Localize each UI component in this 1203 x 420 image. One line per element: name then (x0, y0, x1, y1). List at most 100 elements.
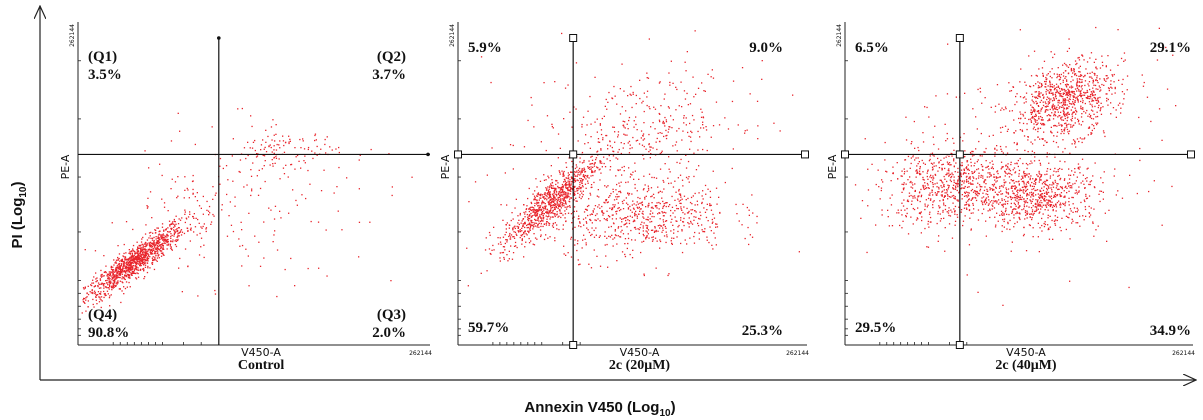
data-point (234, 205, 236, 207)
data-point (715, 187, 718, 189)
data-point (149, 251, 151, 253)
data-point (547, 237, 549, 239)
data-point (658, 119, 661, 121)
data-point (528, 215, 531, 217)
data-point (1090, 180, 1093, 182)
data-point (272, 119, 274, 121)
data-point (170, 188, 172, 190)
data-point (564, 184, 566, 187)
data-point (652, 122, 654, 124)
data-point (116, 276, 118, 279)
data-point (692, 195, 694, 197)
data-point (523, 223, 525, 225)
data-point (987, 196, 989, 198)
data-point (1028, 194, 1030, 196)
data-point (1030, 202, 1032, 204)
data-point (139, 265, 141, 267)
data-point (575, 62, 578, 64)
data-point (604, 202, 606, 204)
data-point (912, 154, 914, 156)
data-point (532, 228, 534, 230)
data-point (1048, 97, 1050, 99)
data-point (1035, 206, 1037, 208)
data-point (1048, 195, 1050, 197)
data-point (206, 200, 208, 203)
data-point (556, 201, 558, 203)
data-point (125, 270, 127, 272)
data-point (336, 186, 338, 188)
data-point (632, 93, 634, 95)
data-point (98, 293, 101, 295)
data-point (91, 290, 93, 292)
data-point (657, 230, 659, 232)
data-point (173, 226, 175, 228)
data-point (560, 191, 562, 193)
data-point (1105, 66, 1107, 68)
data-point (497, 243, 500, 245)
data-point (212, 186, 214, 188)
data-point (1045, 102, 1047, 105)
data-point (569, 201, 571, 203)
data-point (987, 193, 989, 196)
data-point (670, 221, 672, 223)
data-point (544, 198, 546, 200)
data-point (1114, 92, 1116, 94)
data-point (309, 183, 311, 185)
data-point (646, 90, 649, 92)
data-point (1035, 121, 1037, 123)
data-point (176, 197, 178, 199)
data-point (1038, 91, 1040, 93)
data-point (155, 229, 157, 232)
data-point (1067, 88, 1069, 90)
data-point (151, 249, 153, 252)
data-point (134, 258, 136, 261)
data-point (532, 211, 534, 213)
data-point (1017, 195, 1019, 198)
data-point (549, 204, 551, 206)
data-point (129, 268, 132, 270)
data-point (103, 296, 105, 299)
data-point (1060, 186, 1063, 189)
data-point (677, 198, 679, 200)
data-point (657, 192, 660, 194)
data-point (359, 154, 361, 156)
data-point (621, 229, 623, 231)
data-point (544, 192, 546, 194)
data-point (283, 173, 286, 175)
data-point (1063, 190, 1065, 192)
data-point (107, 284, 109, 286)
data-point (1057, 91, 1059, 94)
data-point (624, 238, 627, 240)
data-point (542, 201, 544, 203)
data-point (273, 156, 275, 159)
data-point (124, 265, 126, 267)
data-point (547, 222, 550, 224)
data-point (102, 284, 104, 286)
data-point (1087, 97, 1089, 100)
data-point (994, 201, 996, 203)
data-point (1062, 119, 1065, 121)
data-point (144, 261, 146, 263)
quadrant-label-q2: (Q2) (377, 49, 406, 65)
data-point (1110, 83, 1112, 85)
data-point (1076, 176, 1078, 178)
data-point (1065, 185, 1067, 187)
data-point (538, 220, 540, 222)
data-point (1066, 113, 1068, 115)
data-point (537, 205, 539, 207)
data-point (710, 230, 712, 232)
data-point (314, 152, 316, 154)
data-point (1031, 200, 1033, 203)
data-point (517, 222, 519, 224)
data-point (710, 76, 712, 78)
data-point (1044, 183, 1047, 186)
data-point (152, 249, 154, 251)
data-point (596, 131, 598, 133)
data-point (1062, 203, 1065, 205)
data-point (1100, 113, 1103, 115)
data-point (115, 283, 117, 285)
data-point (411, 176, 413, 178)
data-point (548, 190, 550, 192)
data-point (629, 144, 631, 146)
data-point (546, 212, 548, 215)
